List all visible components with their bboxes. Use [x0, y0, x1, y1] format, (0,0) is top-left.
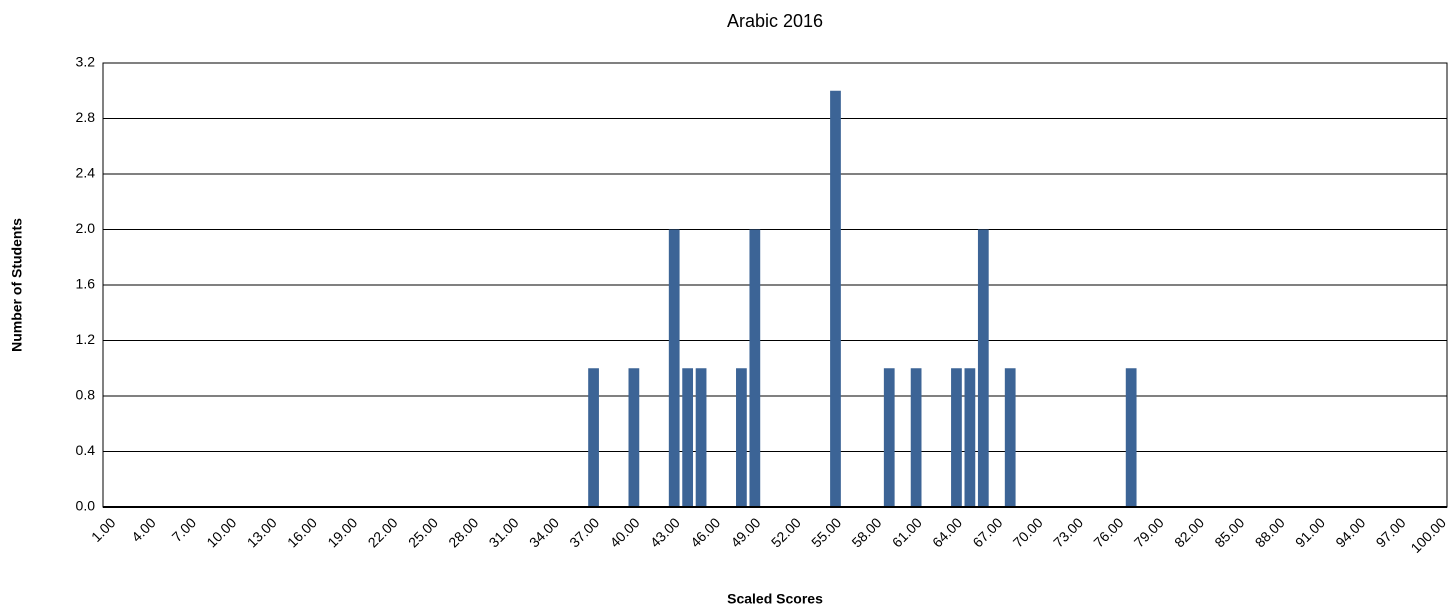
x-tick-label: 34.00: [526, 514, 562, 550]
y-tick-label: 1.6: [76, 276, 96, 292]
bar: [964, 368, 976, 507]
x-tick-label: 91.00: [1292, 514, 1328, 550]
y-tick-label: 2.0: [76, 220, 96, 236]
y-tick-label: 2.8: [76, 109, 96, 125]
x-tick-label: 97.00: [1373, 514, 1409, 550]
x-tick-label: 4.00: [128, 514, 159, 545]
x-tick-label: 67.00: [969, 514, 1005, 550]
x-tick-label: 43.00: [647, 514, 683, 550]
y-tick-label: 0.8: [76, 387, 96, 403]
y-tick-label: 3.2: [76, 54, 96, 70]
x-tick-label: 79.00: [1131, 514, 1167, 550]
bar: [977, 229, 989, 507]
bar: [883, 368, 895, 507]
x-tick-label: 19.00: [324, 514, 360, 550]
bar: [910, 368, 922, 507]
x-tick-label: 16.00: [284, 514, 320, 550]
x-tick-label: 22.00: [365, 514, 401, 550]
bar: [588, 368, 599, 507]
x-tick-label: 37.00: [566, 514, 602, 550]
x-tick-label: 100.00: [1407, 514, 1449, 556]
x-tick-label: 58.00: [848, 514, 884, 550]
x-tick-label: 40.00: [607, 514, 643, 550]
x-tick-label: 31.00: [486, 514, 522, 550]
x-tick-label: 46.00: [687, 514, 723, 550]
x-tick-label: 1.00: [88, 514, 119, 545]
x-axis-label: Scaled Scores: [727, 591, 823, 607]
bar: [695, 368, 707, 507]
bar: [736, 368, 747, 507]
x-tick-label: 10.00: [203, 514, 239, 550]
x-tick-label: 52.00: [768, 514, 804, 550]
chart-title: Arabic 2016: [727, 11, 823, 31]
bar: [830, 90, 841, 507]
x-tick-label: 64.00: [929, 514, 965, 550]
x-tick-label: 94.00: [1332, 514, 1368, 550]
bar: [628, 368, 640, 507]
bar: [951, 368, 962, 507]
x-tick-label: 28.00: [445, 514, 481, 550]
x-tick-label: 82.00: [1171, 514, 1207, 550]
y-tick-label: 1.2: [76, 331, 96, 347]
bar: [682, 368, 694, 507]
bar: [1125, 368, 1137, 507]
y-tick-label: 0.4: [76, 442, 96, 458]
y-tick-label: 0.0: [76, 498, 96, 514]
bar: [1004, 368, 1016, 507]
bar: [749, 229, 761, 507]
x-tick-label: 13.00: [244, 514, 280, 550]
y-tick-label: 2.4: [76, 165, 96, 181]
x-tick-label: 76.00: [1090, 514, 1126, 550]
x-tick-label: 49.00: [727, 514, 763, 550]
x-tick-label: 85.00: [1211, 514, 1247, 550]
x-tick-label: 73.00: [1050, 514, 1086, 550]
x-tick-label: 61.00: [889, 514, 925, 550]
x-tick-label: 55.00: [808, 514, 844, 550]
y-axis-label: Number of Students: [9, 218, 25, 352]
x-tick-label: 25.00: [405, 514, 441, 550]
bar: [668, 229, 680, 507]
x-tick-label: 70.00: [1010, 514, 1046, 550]
x-tick-label: 88.00: [1252, 514, 1288, 550]
x-tick-label: 7.00: [169, 514, 200, 545]
